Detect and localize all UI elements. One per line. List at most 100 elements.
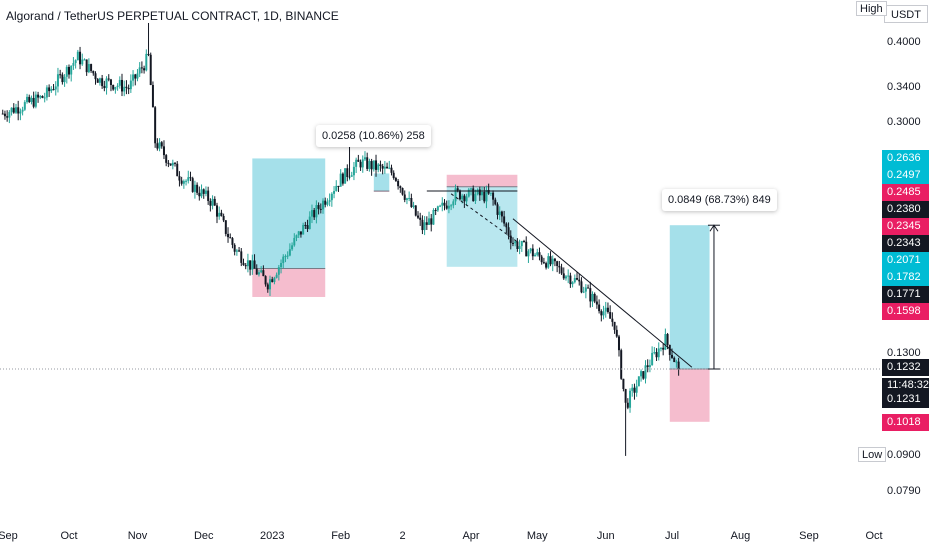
y-tick-label: 0.3400 [887, 80, 921, 93]
candle-body [324, 200, 327, 205]
candle-body [72, 63, 75, 66]
x-tick-label: Feb [331, 530, 351, 542]
candle-body [653, 352, 656, 354]
candle-body [372, 160, 375, 170]
candle-body [284, 256, 287, 258]
candle-body [253, 260, 256, 269]
candle-body [174, 162, 177, 164]
candle-body [375, 160, 378, 170]
candle-body [673, 357, 676, 363]
candle-body [114, 87, 117, 90]
candle-body [589, 288, 592, 302]
candle-body [626, 402, 629, 408]
x-tick-label: Nov [127, 530, 148, 542]
price-label: 0.2071 [882, 252, 929, 270]
candle-body [487, 189, 490, 194]
candle-body [240, 251, 243, 263]
candle-body [326, 201, 329, 205]
candle-body [41, 95, 44, 98]
candle-body [165, 155, 168, 163]
candle-body [573, 278, 576, 283]
candle-body [498, 211, 501, 215]
candle-body [299, 231, 302, 235]
candle-body [394, 178, 397, 181]
candle-body [103, 86, 106, 89]
range-callout-1[interactable]: 0.0258 (10.86%) 258 [316, 125, 431, 147]
candle-body [187, 177, 190, 181]
candle-body [244, 265, 247, 267]
candle-body [408, 198, 411, 200]
candle-body [505, 223, 508, 228]
candle-body [10, 107, 13, 113]
candle-body [564, 276, 567, 279]
candle-body [171, 162, 174, 166]
price-label: 0.2485 [882, 184, 929, 202]
candle-body [419, 217, 422, 220]
stop-zone [446, 174, 518, 187]
candle-body [218, 212, 221, 217]
price-label: 0.1598 [882, 303, 929, 321]
range-callout-2[interactable]: 0.0849 (68.73%) 849 [662, 189, 777, 211]
candle-body [61, 74, 64, 83]
candle-body [207, 190, 210, 201]
candle-body [523, 241, 526, 243]
candle-body [277, 267, 280, 275]
candle-body [291, 245, 294, 250]
candle-body [21, 109, 24, 112]
x-tick-label: Jul [664, 530, 680, 542]
candle-body [383, 166, 386, 169]
candle-body [136, 73, 139, 79]
candle-body [366, 157, 369, 169]
candle-body [428, 218, 431, 225]
candle-body [262, 270, 265, 277]
candle-body [317, 205, 320, 209]
candle-body [414, 205, 417, 216]
candle-body [200, 189, 203, 197]
candle-body [222, 215, 225, 221]
candle-body [273, 277, 276, 282]
candle-body [439, 205, 442, 207]
candle-body [269, 279, 271, 290]
candle-body [352, 166, 355, 176]
candle-body [280, 263, 283, 268]
candle-body [282, 256, 285, 264]
candle-body [595, 301, 598, 305]
candle-body [357, 159, 360, 162]
drawing-layer [0, 146, 882, 370]
candle-body [339, 173, 342, 187]
currency-button[interactable]: USDT [884, 5, 928, 23]
candle-body [23, 102, 26, 110]
candle-body [328, 200, 331, 202]
candle-body [655, 352, 658, 358]
price-label: 0.2636 [882, 150, 929, 168]
candle-body [600, 311, 603, 316]
candle-body [441, 202, 444, 206]
candle-body [430, 218, 433, 225]
candle-body [432, 210, 435, 225]
candle-body [593, 293, 596, 302]
candle-body [399, 186, 402, 189]
x-tick-label: Dec [193, 530, 214, 542]
candle-body [421, 219, 424, 231]
candle-body [509, 235, 512, 243]
candle-body [350, 175, 353, 177]
candle-body [264, 276, 267, 285]
candle-body [162, 146, 165, 156]
candle-body [531, 248, 534, 257]
candle-body [107, 78, 110, 80]
candle-body [129, 80, 132, 90]
candle-body [664, 334, 667, 350]
candle-body [474, 194, 477, 202]
candle-body [246, 260, 249, 267]
candle-body [662, 347, 665, 350]
candle-body [511, 242, 514, 244]
candle-body [333, 191, 336, 194]
candle-body [85, 59, 88, 73]
candle-body [202, 189, 205, 194]
price-label: 0.1231 [882, 391, 929, 408]
x-tick-label: 2 [399, 530, 406, 542]
candle-body [582, 291, 585, 293]
candle-body [204, 190, 207, 194]
time-scale[interactable] [0, 521, 932, 550]
